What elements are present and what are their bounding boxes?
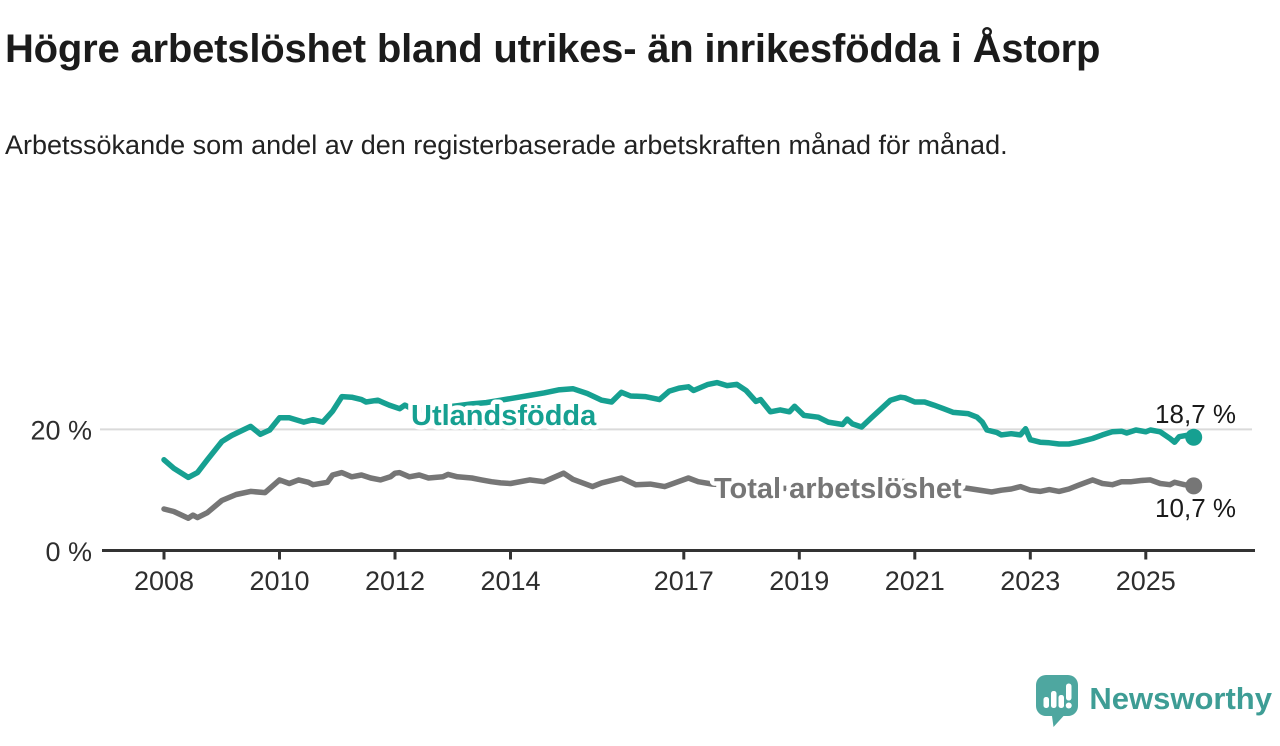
y-tick-label-0: 0 %: [45, 537, 92, 567]
series-end-dot-0: [1185, 428, 1203, 446]
newsworthy-logo: Newsworthy: [1035, 674, 1272, 728]
x-tick-label-2010: 2010: [249, 566, 309, 596]
x-tick-label-2014: 2014: [480, 566, 540, 596]
x-tick-label-2025: 2025: [1116, 566, 1176, 596]
brand-name: Newsworthy: [1089, 680, 1272, 716]
x-tick-label-2023: 2023: [1000, 566, 1060, 596]
x-tick-label-2017: 2017: [654, 566, 714, 596]
x-tick-label-2019: 2019: [769, 566, 829, 596]
series-end-dot-1: [1185, 477, 1203, 495]
chart-subtitle: Arbetssökande som andel av den registerb…: [5, 130, 1008, 160]
line-chart: 2008 2010 2012 2014 2017 2019 2021 2023 2025 20 %…: [0, 346, 1280, 606]
page-title: Högre arbetslöshet bland utrikes- än inr…: [5, 27, 1101, 71]
series-label-0: Utlandsfödda: [411, 400, 597, 432]
x-tick-label-2012: 2012: [365, 566, 425, 596]
newsworthy-speech-bubble-bar-chart-icon: [1036, 675, 1079, 727]
x-tick-label-2021: 2021: [885, 566, 945, 596]
series-end-label-0: 18,7 %: [1155, 399, 1236, 429]
series-line-1: [161, 469, 1197, 521]
x-tick-label-2008: 2008: [134, 566, 194, 596]
series-end-label-1: 10,7 %: [1155, 493, 1236, 523]
chart-canvas: 2008 2010 2012 2014 2017 2019 2021 2023 2025 20 %…: [30, 379, 1255, 596]
series-line-0: [161, 379, 1197, 481]
series-label-1: Total arbetslöshet: [714, 473, 962, 505]
y-tick-label-20: 20 %: [30, 415, 92, 445]
